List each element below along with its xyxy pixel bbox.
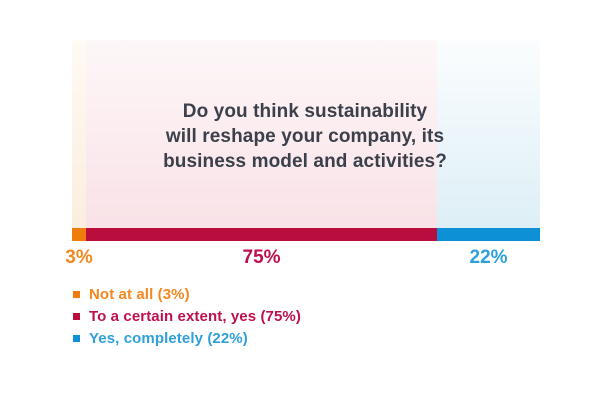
bar-segment-not-at-all: [72, 228, 87, 241]
legend-item-not-at-all: Not at all (3%): [73, 283, 301, 305]
legend: Not at all (3%) To a certain extent, yes…: [73, 283, 301, 349]
pct-label-certain-extent: 75%: [242, 247, 281, 268]
legend-label: Yes, completely (22%): [89, 329, 248, 347]
chart-title: Do you think sustainability will reshape…: [120, 99, 490, 174]
legend-swatch-icon: [73, 334, 80, 342]
legend-label: To a certain extent, yes (75%): [89, 307, 301, 325]
bg-column-completely: [437, 40, 540, 228]
legend-swatch-icon: [73, 312, 80, 320]
bar-segment-completely: [437, 228, 540, 241]
legend-item-completely: Yes, completely (22%): [73, 327, 301, 349]
bg-column-not-at-all: [72, 40, 87, 228]
chart-title-line1: Do you think sustainability: [182, 101, 428, 122]
bar-segment-certain-extent: [86, 228, 438, 241]
legend-label: Not at all (3%): [89, 285, 190, 303]
legend-item-certain-extent: To a certain extent, yes (75%): [73, 305, 301, 327]
chart-title-line2: will reshape your company, its: [165, 126, 445, 147]
pct-label-completely: 22%: [469, 247, 508, 268]
pct-label-not-at-all: 3%: [65, 247, 93, 268]
chart-title-line3: business model and activities?: [163, 151, 447, 172]
legend-swatch-icon: [73, 290, 80, 298]
bg-column-certain-extent: [86, 40, 438, 228]
